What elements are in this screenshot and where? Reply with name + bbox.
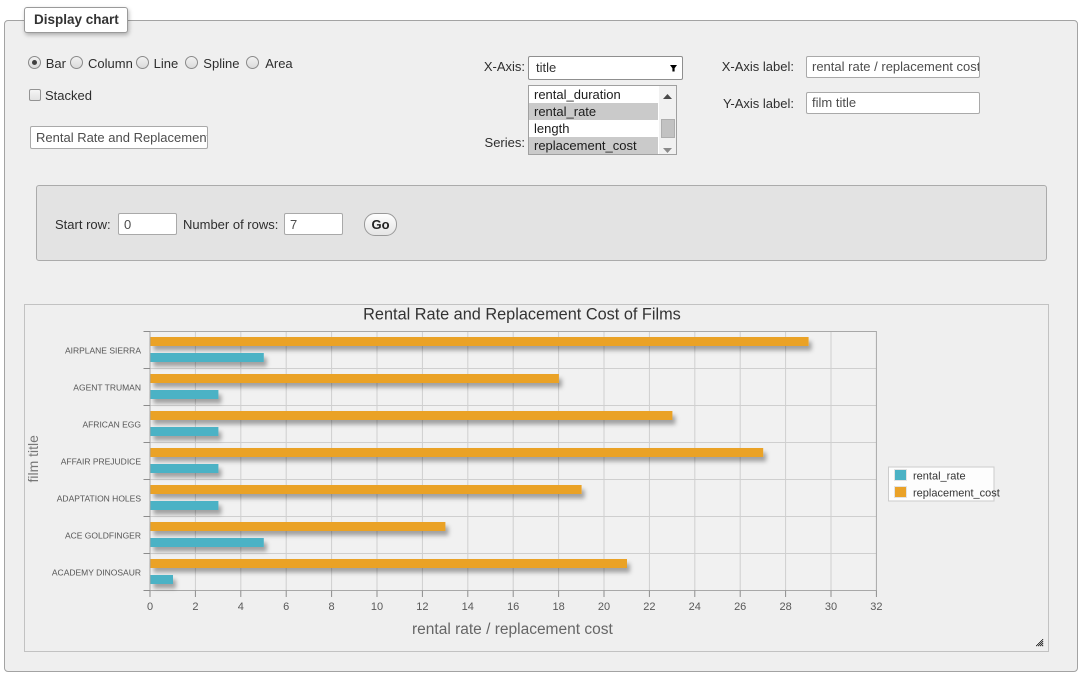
svg-text:2: 2 (192, 601, 198, 613)
svg-text:Rental Rate and Replacement Co: Rental Rate and Replacement Cost of Film… (363, 306, 681, 324)
svg-text:4: 4 (238, 601, 244, 613)
svg-text:22: 22 (643, 601, 655, 613)
svg-text:12: 12 (416, 601, 428, 613)
svg-text:32: 32 (870, 601, 882, 613)
svg-text:film title: film title (25, 435, 41, 483)
svg-text:8: 8 (329, 601, 335, 613)
svg-text:replacement_cost: replacement_cost (913, 488, 1000, 500)
svg-text:AIRPLANE SIERRA: AIRPLANE SIERRA (65, 345, 141, 355)
svg-text:28: 28 (779, 601, 791, 613)
svg-text:rental_rate: rental_rate (913, 471, 966, 483)
svg-text:18: 18 (552, 601, 564, 613)
svg-text:ADAPTATION HOLES: ADAPTATION HOLES (57, 493, 142, 503)
svg-text:16: 16 (507, 601, 519, 613)
svg-text:rental rate / replacement cost: rental rate / replacement cost (412, 621, 613, 638)
svg-text:ACE GOLDFINGER: ACE GOLDFINGER (65, 530, 141, 540)
svg-text:ACADEMY DINOSAUR: ACADEMY DINOSAUR (52, 567, 141, 577)
svg-text:20: 20 (598, 601, 610, 613)
svg-text:0: 0 (147, 601, 153, 613)
svg-text:26: 26 (734, 601, 746, 613)
svg-text:6: 6 (283, 601, 289, 613)
svg-text:14: 14 (462, 601, 474, 613)
svg-text:AGENT TRUMAN: AGENT TRUMAN (73, 382, 141, 392)
svg-text:10: 10 (371, 601, 383, 613)
svg-text:24: 24 (689, 601, 701, 613)
svg-text:30: 30 (825, 601, 837, 613)
svg-text:AFRICAN EGG: AFRICAN EGG (82, 419, 141, 429)
svg-text:AFFAIR PREJUDICE: AFFAIR PREJUDICE (61, 456, 142, 466)
